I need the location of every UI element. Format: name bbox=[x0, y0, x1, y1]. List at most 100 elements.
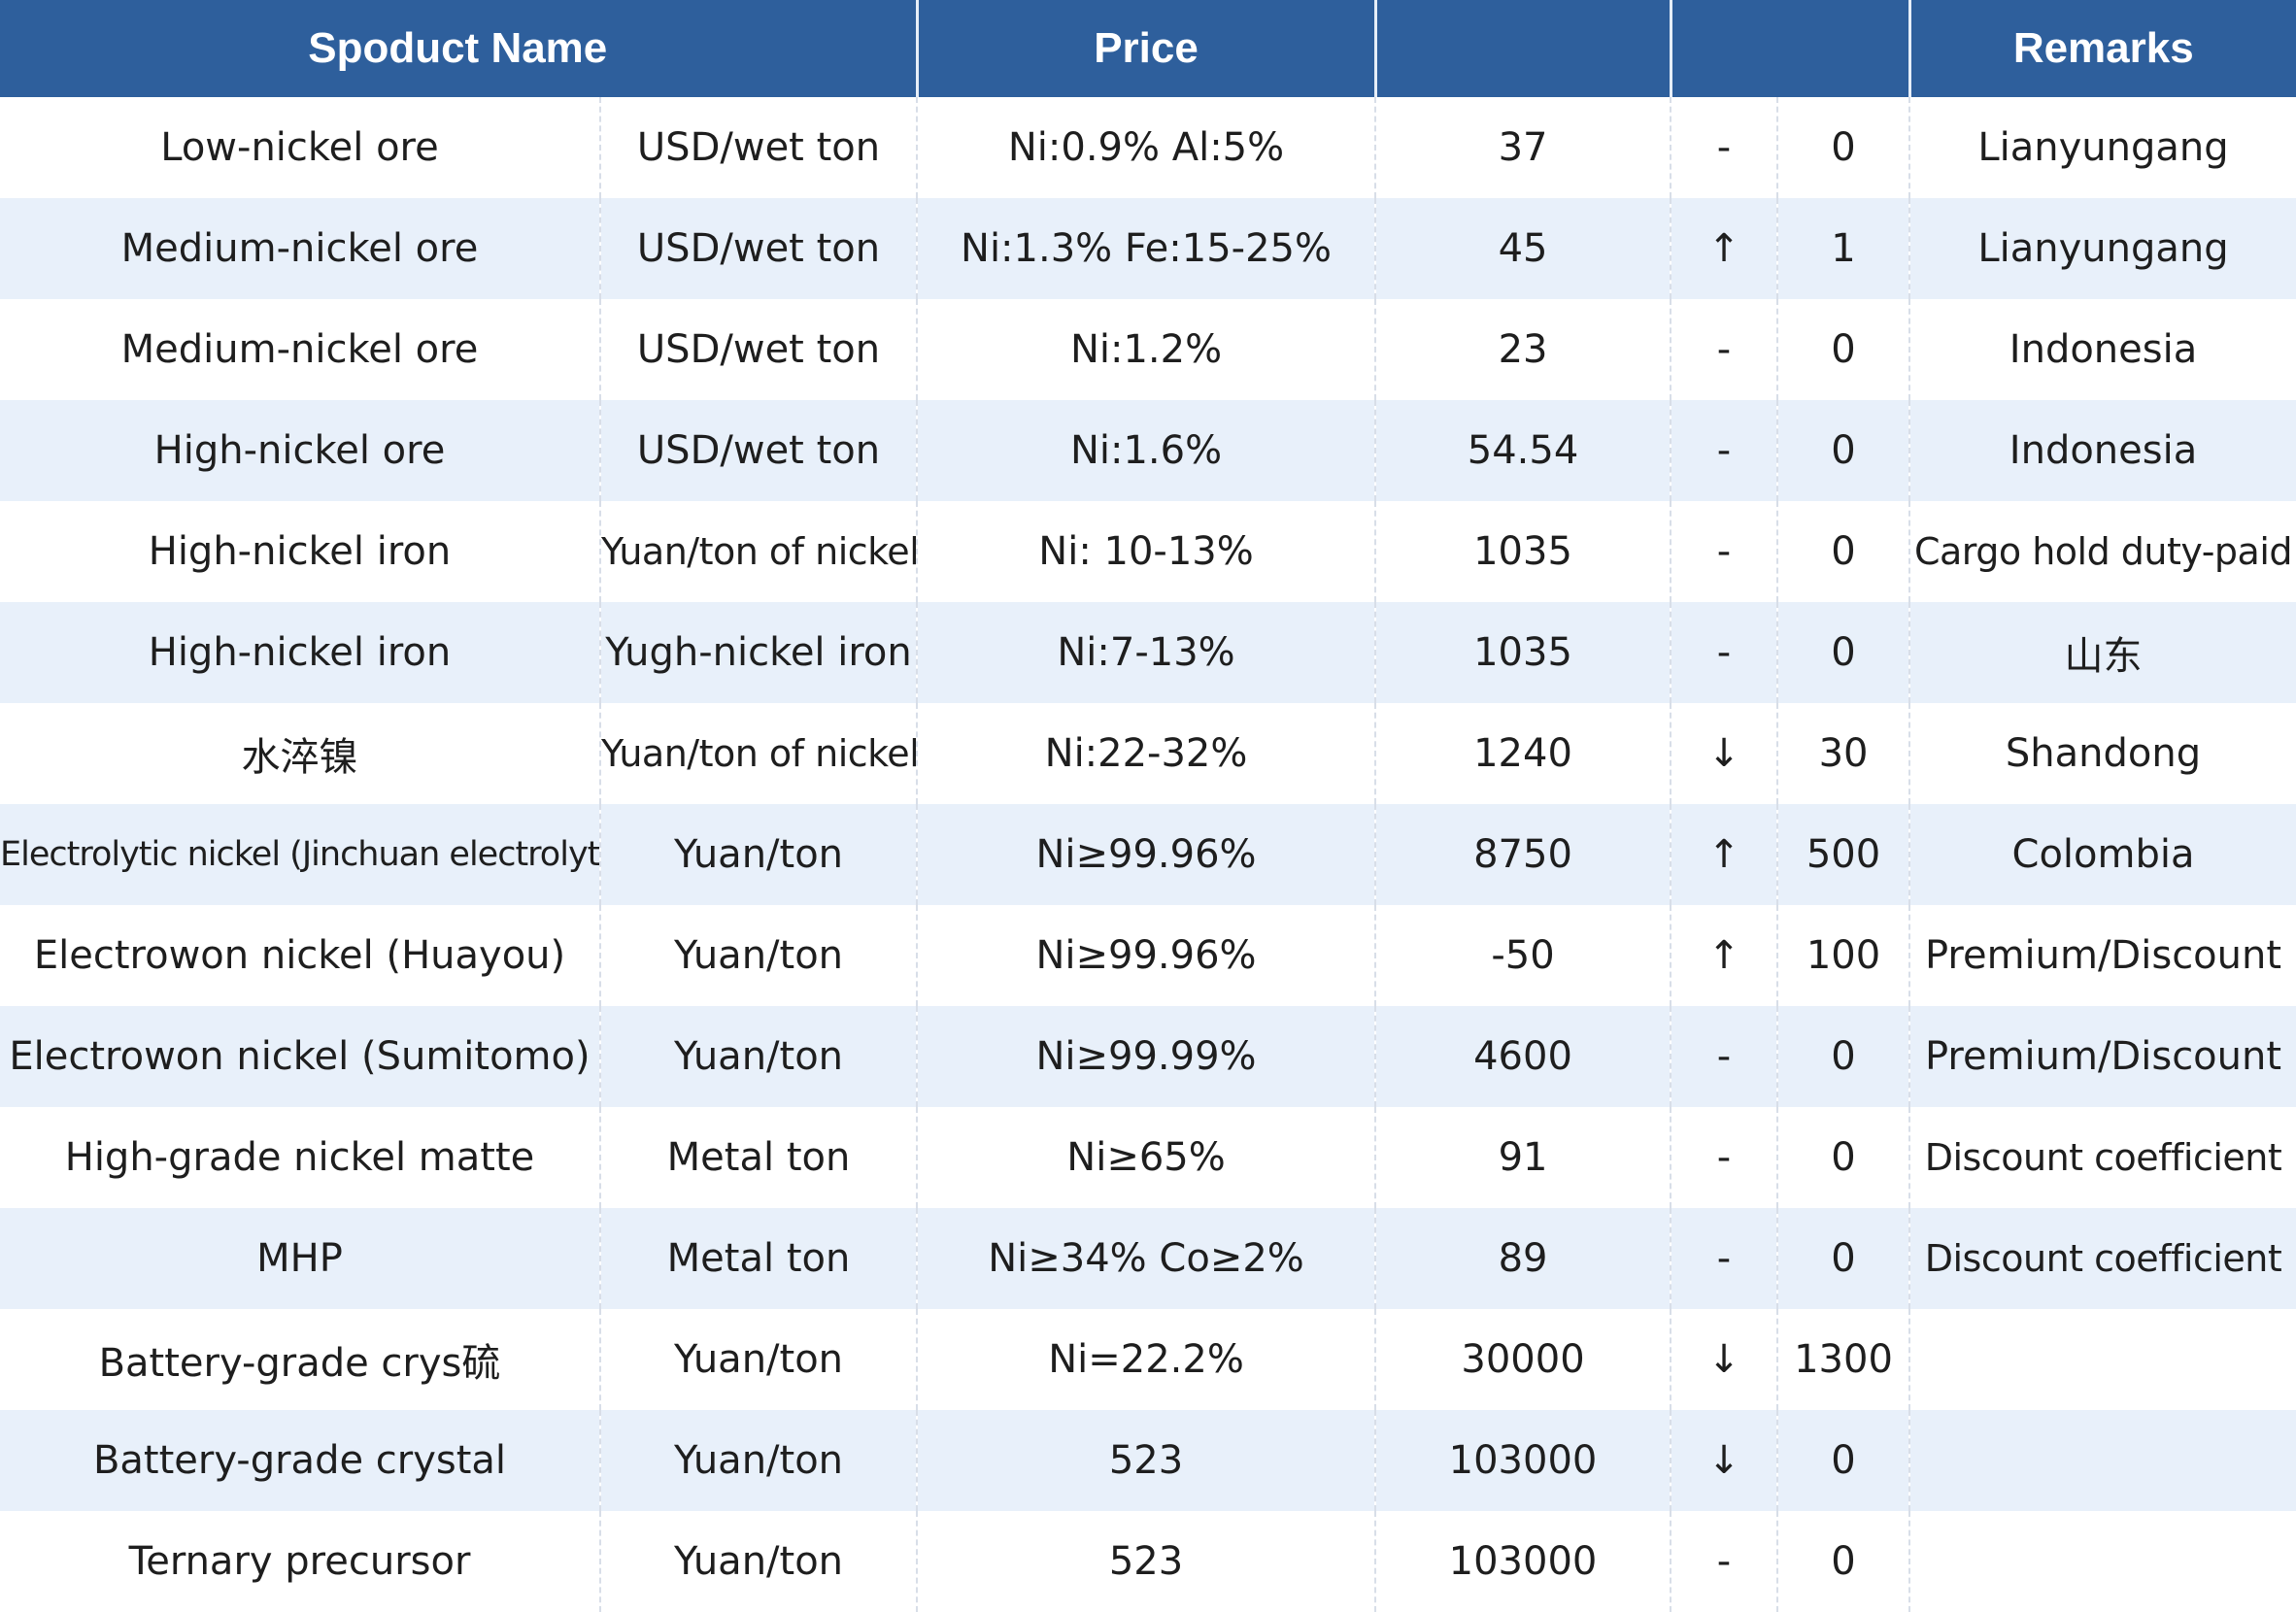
change-cell: 0 bbox=[1777, 602, 1911, 703]
unit-cell: USD/wet ton bbox=[600, 97, 919, 198]
spec-cell: Ni:1.2% bbox=[917, 299, 1377, 400]
spec-cell: Ni≥65% bbox=[917, 1107, 1377, 1208]
trend-arrow-cell: - bbox=[1671, 1208, 1779, 1309]
trend-arrow-cell: - bbox=[1671, 1006, 1779, 1107]
table-row: High-nickel ore USD/wet ton Ni:1.6% 54.54-0… bbox=[0, 400, 2296, 501]
trend-arrow-cell: - bbox=[1671, 1511, 1779, 1612]
spec-cell: Ni≥34% Co≥2% bbox=[917, 1208, 1377, 1309]
table-row: 水淬镍 Yuan/ton of nickel Ni:22-32% 1240 ↓ 30 Sha… bbox=[0, 703, 2296, 804]
trend-arrow-cell: ↑ bbox=[1671, 804, 1779, 905]
unit-cell: Yuan/ton bbox=[600, 905, 919, 1006]
price-cell: 91 bbox=[1375, 1107, 1672, 1208]
product-name-cell: Battery-grade crystal bbox=[0, 1410, 601, 1511]
spec-cell: Ni:1.3% Fe:15-25% bbox=[917, 198, 1377, 299]
spec-cell: Ni:7-13% bbox=[917, 602, 1377, 703]
unit-cell: Metal ton bbox=[600, 1107, 919, 1208]
price-cell: 23 bbox=[1375, 299, 1672, 400]
unit-cell: Yugh-nickel iron bbox=[600, 602, 919, 703]
price-cell: 45 bbox=[1375, 198, 1672, 299]
unit-cell: USD/wet ton bbox=[600, 400, 919, 501]
change-cell: 0 bbox=[1777, 299, 1911, 400]
unit-cell: Yuan/ton bbox=[600, 1309, 919, 1410]
trend-arrow-cell: ↑ bbox=[1671, 198, 1779, 299]
price-cell: 37 bbox=[1375, 97, 1672, 198]
spec-cell: Ni: 10-13% bbox=[917, 501, 1377, 602]
remark-cell bbox=[1909, 1309, 2296, 1410]
remark-cell: Lianyungang bbox=[1909, 198, 2296, 299]
remark-cell: Lianyungang bbox=[1909, 97, 2296, 198]
trend-arrow-cell: - bbox=[1671, 1107, 1779, 1208]
table-row: High-nickel iron Yuan/ton of nickel Ni: 10… bbox=[0, 501, 2296, 602]
table-row: MHP Metal ton Ni≥34% Co≥2% 89-0 Discount coe… bbox=[0, 1208, 2296, 1309]
unit-cell: Yuan/ton of nickel bbox=[600, 501, 919, 602]
unit-cell: Yuan/ton bbox=[600, 1511, 919, 1612]
change-cell: 0 bbox=[1777, 1107, 1911, 1208]
remark-cell: Premium/Discount bbox=[1909, 1006, 2296, 1107]
table-row: High-nickel iron Yugh-nickel iron Ni:7-13%… bbox=[0, 602, 2296, 703]
header-product-name: Spoduct Name bbox=[0, 0, 919, 97]
product-name-cell: Electrowon nickel (Sumitomo) bbox=[0, 1006, 601, 1107]
remark-cell: Indonesia bbox=[1909, 299, 2296, 400]
price-cell: 4600 bbox=[1375, 1006, 1672, 1107]
remark-cell: Shandong bbox=[1909, 703, 2296, 804]
price-cell: 30000 bbox=[1375, 1309, 1672, 1410]
remark-cell: Colombia bbox=[1909, 804, 2296, 905]
trend-arrow-cell: - bbox=[1671, 400, 1779, 501]
unit-cell: Yuan/ton of nickel bbox=[600, 703, 919, 804]
product-name-cell: Medium-nickel ore bbox=[0, 198, 601, 299]
price-cell: 1035 bbox=[1375, 501, 1672, 602]
price-cell: 54.54 bbox=[1375, 400, 1672, 501]
remark-cell: 山东 bbox=[1909, 602, 2296, 703]
table-header-row: Spoduct Name Price Remarks bbox=[0, 0, 2296, 97]
product-name-cell: Medium-nickel ore bbox=[0, 299, 601, 400]
product-name-cell: High-nickel iron bbox=[0, 501, 601, 602]
spec-cell: 523 bbox=[917, 1511, 1377, 1612]
change-cell: 500 bbox=[1777, 804, 1911, 905]
remark-cell bbox=[1909, 1410, 2296, 1511]
spec-cell: Ni≥99.99% bbox=[917, 1006, 1377, 1107]
change-cell: 0 bbox=[1777, 1006, 1911, 1107]
trend-arrow-cell: ↑ bbox=[1671, 905, 1779, 1006]
trend-arrow-cell: - bbox=[1671, 602, 1779, 703]
remark-cell: Indonesia bbox=[1909, 400, 2296, 501]
change-cell: 1300 bbox=[1777, 1309, 1911, 1410]
price-cell: 103000 bbox=[1375, 1511, 1672, 1612]
unit-cell: USD/wet ton bbox=[600, 299, 919, 400]
remark-cell: Discount coefficient bbox=[1909, 1208, 2296, 1309]
unit-cell: USD/wet ton bbox=[600, 198, 919, 299]
product-name-cell: High-nickel iron bbox=[0, 602, 601, 703]
table-row: Battery-grade crystal Yuan/ton 523 103000 ↓ 0 bbox=[0, 1410, 2296, 1511]
product-name-cell: High-grade nickel matte bbox=[0, 1107, 601, 1208]
product-name-cell: MHP bbox=[0, 1208, 601, 1309]
unit-cell: Yuan/ton bbox=[600, 1006, 919, 1107]
change-cell: 0 bbox=[1777, 1410, 1911, 1511]
price-cell: -50 bbox=[1375, 905, 1672, 1006]
table-row: Low-nickel ore USD/wet ton Ni:0.9% Al:5% 37… bbox=[0, 97, 2296, 198]
table-row: Electrowon nickel (Sumitomo) Yuan/ton Ni≥9… bbox=[0, 1006, 2296, 1107]
product-name-cell: High-nickel ore bbox=[0, 400, 601, 501]
change-cell: 0 bbox=[1777, 501, 1911, 602]
remark-cell: Cargo hold duty-paid bbox=[1909, 501, 2296, 602]
spec-cell: Ni:1.6% bbox=[917, 400, 1377, 501]
table-row: Electrolytic nickel (Jinchuan electrolyt… bbox=[0, 804, 2296, 905]
header-value bbox=[1375, 0, 1672, 97]
spec-cell: Ni≥99.96% bbox=[917, 905, 1377, 1006]
table-row: Medium-nickel ore USD/wet ton Ni:1.3% Fe:1… bbox=[0, 198, 2296, 299]
product-name-cell: Electrolytic nickel (Jinchuan electrolyt… bbox=[0, 804, 601, 905]
table-row: Ternary precursor Yuan/ton 523 103000-0 bbox=[0, 1511, 2296, 1612]
price-cell: 8750 bbox=[1375, 804, 1672, 905]
remark-cell: Discount coefficient bbox=[1909, 1107, 2296, 1208]
remark-cell: Premium/Discount bbox=[1909, 905, 2296, 1006]
change-cell: 0 bbox=[1777, 97, 1911, 198]
table-row: Battery-grade crys硫 Yuan/ton Ni=22.2% 30000… bbox=[0, 1309, 2296, 1410]
unit-cell: Yuan/ton bbox=[600, 1410, 919, 1511]
header-change bbox=[1671, 0, 1911, 97]
change-cell: 1 bbox=[1777, 198, 1911, 299]
change-cell: 0 bbox=[1777, 400, 1911, 501]
product-name-cell: Battery-grade crys硫 bbox=[0, 1309, 601, 1410]
spec-cell: Ni:22-32% bbox=[917, 703, 1377, 804]
change-cell: 0 bbox=[1777, 1208, 1911, 1309]
price-cell: 89 bbox=[1375, 1208, 1672, 1309]
price-cell: 103000 bbox=[1375, 1410, 1672, 1511]
